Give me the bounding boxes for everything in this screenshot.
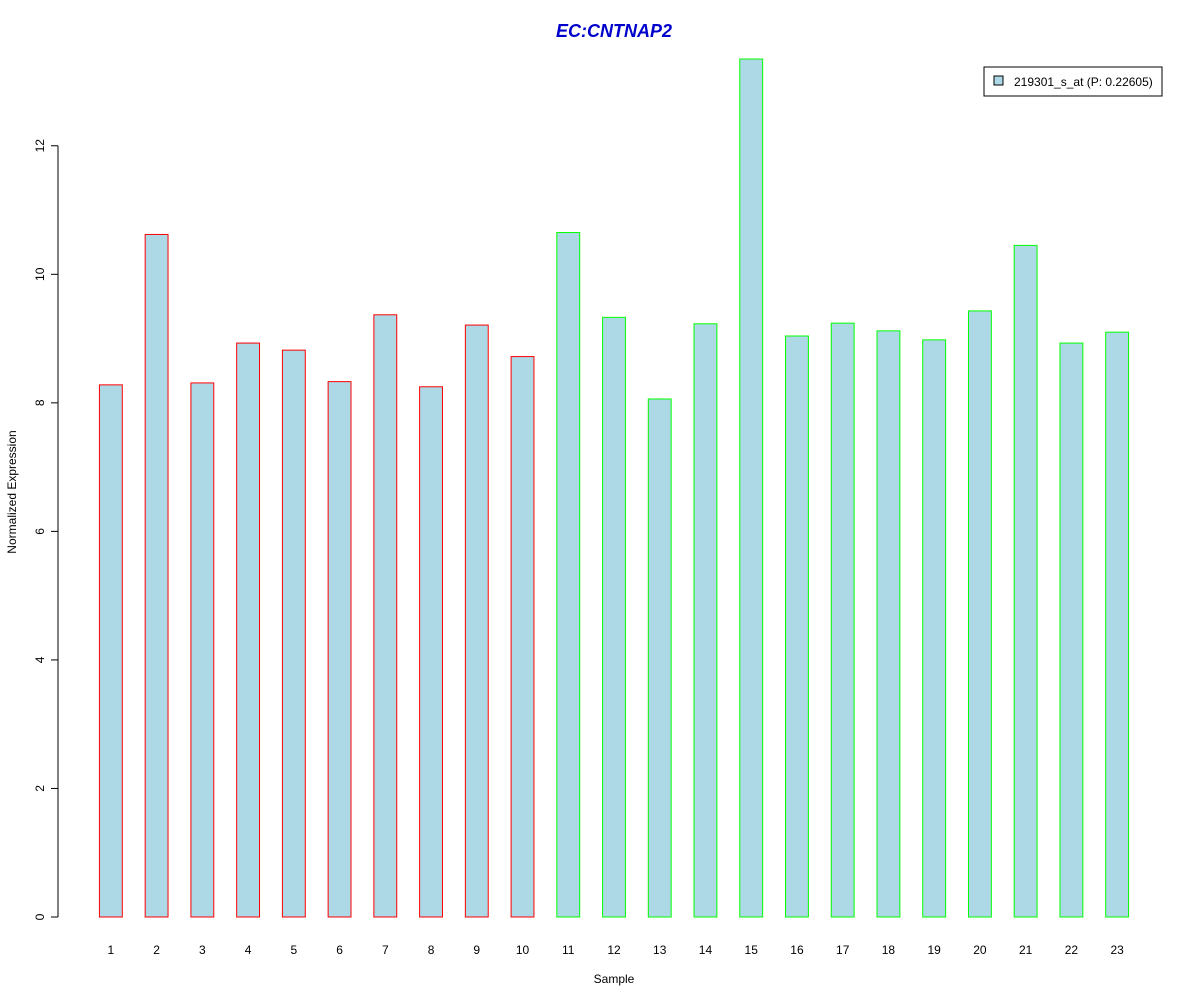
bar (419, 386, 443, 918)
bar (967, 310, 992, 918)
x-tick-label: 17 (836, 943, 850, 957)
x-tick-label: 4 (245, 943, 252, 957)
x-tick-label: 1 (108, 943, 115, 957)
legend: 219301_s_at (P: 0.22605) (983, 66, 1163, 97)
x-tick-label: 16 (790, 943, 804, 957)
x-tick-label: 6 (336, 943, 343, 957)
y-tick-label: 6 (33, 528, 47, 535)
bar (785, 335, 809, 918)
bar (1013, 244, 1038, 918)
y-tick-label: 4 (33, 656, 47, 663)
x-tick-labels: 1 2 3 4 5 6 7 8 9 10 11 12 13 14 15 16 17 18 19 20 21 22 23 (108, 943, 1125, 957)
y-tick-label: 8 (33, 399, 47, 406)
bar (98, 384, 123, 918)
bar (556, 232, 581, 918)
y-axis: 0 2 4 6 8 10 12 (33, 139, 59, 920)
x-tick-label: 8 (428, 943, 435, 957)
bar (602, 316, 626, 918)
legend-label: 219301_s_at (P: 0.22605) (1014, 75, 1153, 89)
legend-box (983, 66, 1163, 97)
x-tick-label: 2 (153, 943, 160, 957)
chart-title: EC:CNTNAP2 (556, 21, 672, 41)
bar (830, 322, 855, 918)
bar (144, 233, 169, 918)
x-tick-label: 14 (699, 943, 713, 957)
x-tick-label: 10 (516, 943, 530, 957)
x-tick-label: 5 (290, 943, 297, 957)
bar (190, 382, 215, 918)
bar (327, 381, 352, 918)
bar (922, 339, 947, 918)
x-tick-label: 12 (607, 943, 621, 957)
legend-swatch (993, 75, 1004, 86)
bar (464, 324, 489, 918)
x-tick-label: 20 (973, 943, 987, 957)
bars-group (98, 58, 1130, 918)
bar (876, 330, 901, 918)
y-tick-label: 10 (33, 267, 47, 281)
x-tick-label: 18 (882, 943, 896, 957)
x-tick-label: 15 (745, 943, 759, 957)
x-tick-label: 9 (473, 943, 480, 957)
bar (739, 58, 764, 918)
y-tick-label: 12 (33, 139, 47, 153)
x-tick-label: 22 (1065, 943, 1079, 957)
bar (1105, 331, 1130, 918)
x-tick-label: 3 (199, 943, 206, 957)
x-axis-label: Sample (594, 972, 635, 986)
bar (236, 342, 261, 918)
bar (510, 356, 535, 918)
y-axis-label: Normalized Expression (5, 430, 19, 553)
bar (281, 349, 306, 918)
y-tick-label: 0 (33, 913, 47, 920)
bar (647, 398, 672, 918)
bar (373, 314, 398, 918)
y-tick-label: 2 (33, 785, 47, 792)
x-tick-label: 11 (562, 943, 575, 957)
x-tick-label: 13 (653, 943, 667, 957)
x-tick-label: 19 (927, 943, 941, 957)
x-tick-label: 7 (382, 943, 389, 957)
x-tick-label: 21 (1019, 943, 1033, 957)
bar (693, 323, 718, 918)
bar (1059, 342, 1084, 918)
x-tick-label: 23 (1110, 943, 1124, 957)
